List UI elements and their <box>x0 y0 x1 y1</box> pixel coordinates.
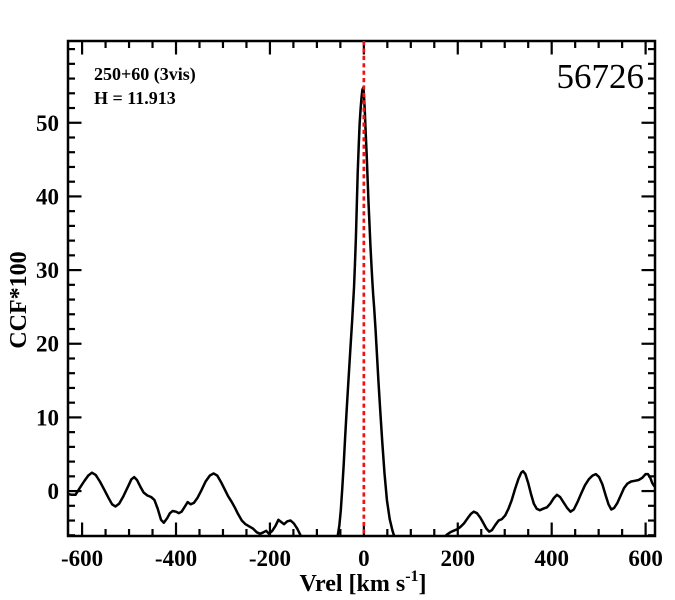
x-tick-label: 0 <box>358 546 370 571</box>
ccf-curve <box>68 86 655 536</box>
y-tick-label: 50 <box>36 111 59 136</box>
star-id-label: 56726 <box>557 57 645 96</box>
x-axis-label: Vrel [km s-1] <box>299 568 426 597</box>
x-tick-label: -200 <box>249 546 291 571</box>
plot-border <box>66 39 657 538</box>
y-tick-label: 40 <box>36 184 59 209</box>
x-tick-label: -400 <box>155 546 197 571</box>
x-tick-label: 400 <box>534 546 569 571</box>
y-tick-label: 30 <box>36 258 59 283</box>
y-tick-label: 0 <box>48 479 60 504</box>
y-tick-label: 10 <box>36 405 59 430</box>
annotation-line2: H = 11.913 <box>94 88 176 108</box>
x-tick-label: 600 <box>628 546 663 571</box>
annotation-line1: 250+60 (3vis) <box>94 64 196 85</box>
y-tick-label: 20 <box>36 332 59 357</box>
axis-ticks <box>68 41 655 537</box>
y-axis-label: CCF*100 <box>6 251 32 348</box>
x-tick-label: -600 <box>61 546 103 571</box>
x-tick-label: 200 <box>441 546 476 571</box>
axis-tick-labels: -600 -400 -200 0 200 400 600 0 10 20 30 40 50 <box>36 111 663 571</box>
